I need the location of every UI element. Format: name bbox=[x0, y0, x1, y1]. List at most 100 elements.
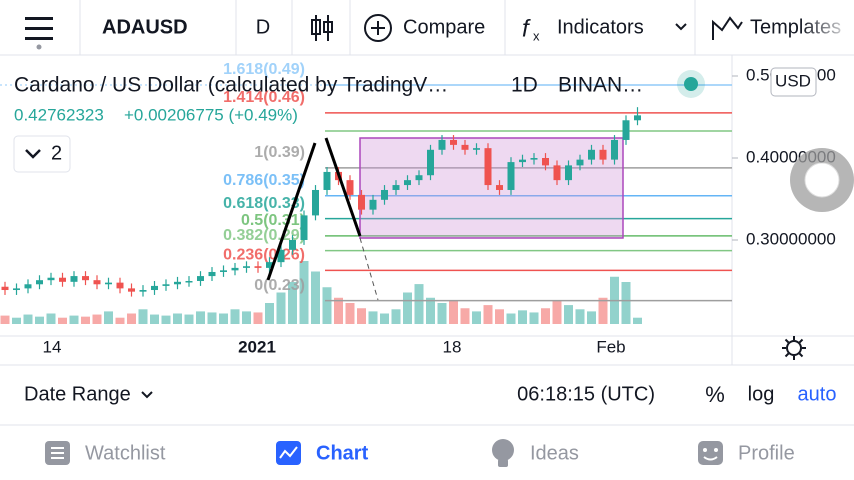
symbol[interactable]: ADAUSD bbox=[102, 16, 188, 38]
candle-body bbox=[13, 288, 20, 291]
candle-body bbox=[185, 281, 193, 283]
clock[interactable]: 06:18:15 (UTC) bbox=[517, 383, 655, 405]
candle-body bbox=[197, 276, 204, 281]
volume-bar bbox=[161, 315, 171, 324]
candle-body bbox=[24, 284, 32, 289]
price-label: 0.30000000 bbox=[746, 229, 836, 248]
auto-toggle[interactable]: auto bbox=[798, 383, 837, 405]
volume-bar bbox=[242, 311, 251, 324]
compare-icon[interactable] bbox=[364, 14, 392, 42]
time-label: Feb bbox=[596, 337, 625, 356]
candle-body bbox=[461, 144, 469, 150]
candle-body bbox=[277, 249, 285, 263]
volume-bar bbox=[414, 284, 424, 324]
candle-body bbox=[611, 139, 618, 160]
fib-label: 0.618(0.33) bbox=[223, 195, 305, 212]
tab-chart[interactable]: Chart bbox=[316, 442, 369, 464]
volume-bar bbox=[138, 309, 148, 324]
volume-bar bbox=[127, 313, 136, 324]
tab-profile[interactable]: Profile bbox=[738, 442, 795, 464]
candle-body bbox=[392, 185, 400, 190]
volume-bar bbox=[564, 305, 573, 324]
volume-bar bbox=[587, 311, 596, 324]
percent-toggle[interactable]: % bbox=[705, 382, 725, 407]
candle-body bbox=[70, 276, 78, 282]
legend-price: 0.42762323 bbox=[14, 105, 104, 124]
candle-body bbox=[1, 286, 9, 291]
volume-bar bbox=[276, 292, 286, 324]
volume-bar bbox=[69, 315, 79, 324]
volume-bar bbox=[23, 314, 33, 324]
volume-bar bbox=[230, 309, 240, 324]
templates-icon bbox=[712, 16, 743, 40]
fib-label: 1.618(0.49) bbox=[223, 61, 305, 78]
candle-body bbox=[358, 194, 365, 210]
candle-layer bbox=[1, 107, 641, 297]
candle-body bbox=[220, 270, 227, 272]
fib-label: 0.236(0.26) bbox=[223, 247, 305, 264]
market-status[interactable] bbox=[684, 77, 698, 91]
candle-body bbox=[530, 158, 538, 160]
studies-count: 2 bbox=[51, 142, 62, 164]
time-label: 18 bbox=[443, 337, 462, 356]
candle-body bbox=[381, 189, 388, 200]
candle-body bbox=[588, 149, 595, 160]
volume-bar bbox=[311, 271, 320, 324]
studies-toggle[interactable] bbox=[13, 135, 71, 173]
candle-body bbox=[59, 277, 66, 282]
candle-body bbox=[553, 165, 561, 181]
volume-bar bbox=[368, 311, 378, 324]
chart-icon bbox=[276, 441, 301, 465]
settings-button[interactable] bbox=[782, 336, 806, 360]
volume-bar bbox=[173, 313, 182, 324]
interval[interactable]: D bbox=[256, 16, 270, 38]
indicators-dropdown[interactable] bbox=[675, 23, 687, 31]
candle-body bbox=[82, 276, 89, 281]
candle-body bbox=[162, 284, 170, 286]
candle-body bbox=[576, 159, 584, 166]
volume-bar bbox=[472, 311, 481, 324]
volume-bar bbox=[541, 308, 550, 324]
candle-body bbox=[208, 271, 216, 277]
compare-button[interactable]: Compare bbox=[403, 16, 485, 38]
candle-body bbox=[231, 267, 239, 271]
volume-bar bbox=[529, 312, 539, 324]
indicators-icon: f bbox=[522, 15, 531, 42]
volume-bar bbox=[518, 310, 527, 324]
volume-bar bbox=[196, 311, 205, 324]
candle-body bbox=[599, 149, 607, 160]
volume-bar bbox=[334, 297, 343, 324]
currency-badge[interactable] bbox=[770, 67, 817, 97]
time-label: 14 bbox=[43, 337, 62, 356]
legend-title[interactable]: Cardano / US Dollar (calculated by Tradi… bbox=[14, 74, 448, 97]
volume-bar bbox=[12, 317, 21, 324]
candle-body bbox=[438, 139, 446, 150]
candle-body bbox=[312, 189, 319, 216]
candle-body bbox=[128, 288, 135, 292]
candle-body bbox=[415, 175, 423, 181]
indicators-button[interactable]: Indicators bbox=[557, 16, 644, 38]
chart-type-button[interactable] bbox=[311, 15, 333, 41]
candle-body bbox=[266, 262, 273, 268]
volume-bar bbox=[104, 311, 113, 324]
projection-line bbox=[359, 237, 379, 301]
candle-body bbox=[622, 120, 630, 140]
date-range-chevron bbox=[141, 391, 153, 399]
fib-layer: 1.618(0.49) 1.414(0.46) 1(0.39) 0.786(0.35)… bbox=[223, 61, 732, 302]
tab-watchlist[interactable]: Watchlist bbox=[85, 442, 166, 464]
menu-button[interactable] bbox=[25, 17, 53, 50]
date-range-button[interactable]: Date Range bbox=[24, 383, 131, 405]
log-toggle[interactable]: log bbox=[748, 383, 775, 405]
volume-bar bbox=[253, 312, 263, 324]
candle-body bbox=[565, 165, 572, 181]
trend-drawing[interactable] bbox=[266, 137, 362, 281]
volume-bar bbox=[598, 297, 608, 324]
volume-bar bbox=[391, 309, 401, 324]
candle-body bbox=[116, 282, 124, 289]
candle-body bbox=[519, 159, 526, 163]
tab-ideas[interactable]: Ideas bbox=[530, 442, 579, 464]
candle-body bbox=[484, 148, 492, 186]
legend-exchange: BINAN… bbox=[558, 74, 643, 97]
ideas-icon bbox=[492, 439, 514, 467]
fib-label: 1.414(0.46) bbox=[223, 89, 305, 106]
